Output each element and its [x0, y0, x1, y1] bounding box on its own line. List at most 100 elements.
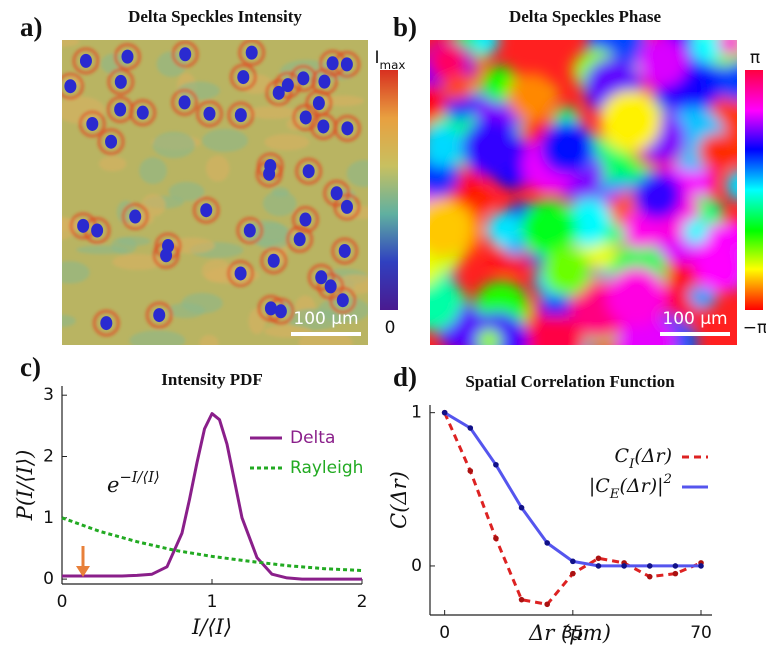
texture-blob: [262, 190, 297, 217]
speckle-dot: [341, 121, 354, 136]
x-tick-label: 1: [207, 592, 218, 612]
text-run: −π: [743, 318, 766, 338]
speckle-dot: [179, 47, 192, 62]
colorbar-label: 0: [385, 318, 396, 338]
texture-blob: [166, 303, 206, 319]
text-run: −I/⟨I⟩: [119, 469, 159, 486]
speckle-dot: [121, 49, 134, 64]
speckle-dot: [129, 209, 142, 224]
y-axis-label: P(I/⟨I⟩): [13, 450, 37, 522]
speckle-ring: [62, 72, 84, 100]
colorbar-label: π: [750, 48, 760, 68]
series-line: [62, 412, 362, 581]
text-run: Delta Speckles Intensity: [128, 7, 302, 26]
point: [570, 558, 576, 565]
text-run: π: [750, 48, 760, 68]
speckle-dot: [234, 266, 247, 281]
text-run: c): [20, 352, 41, 382]
speckle-ring: [97, 128, 125, 156]
speckle-ring: [238, 40, 266, 67]
colorbar-label: Imax: [375, 48, 406, 72]
speckle-ring: [171, 88, 199, 116]
text-run: Delta: [290, 428, 335, 448]
colorbar: [745, 70, 763, 310]
speckle-dot: [267, 253, 280, 268]
speckle-ring: [195, 100, 223, 128]
text-run: 1: [43, 508, 54, 528]
text-run: 0: [439, 623, 450, 643]
text-run: e: [107, 473, 119, 497]
text-run: (Δr): [634, 445, 672, 467]
speckle-dot: [324, 279, 337, 294]
point: [493, 535, 499, 542]
text-run: 1: [207, 592, 218, 612]
text-run: 2: [663, 472, 672, 487]
text-run: I: [628, 457, 635, 472]
speckle-dot: [336, 293, 349, 308]
speckle-dot: [272, 85, 285, 100]
phase-blob: [633, 171, 682, 220]
text-run: a): [20, 12, 43, 42]
speckle-dot: [178, 95, 191, 110]
speckle-ring: [260, 247, 288, 275]
text-run: 100 µm: [293, 309, 358, 329]
scalebar-label: 100 µm: [662, 309, 727, 329]
phase-blob: [541, 247, 591, 297]
speckle-ring: [307, 263, 335, 291]
colorbar-label: −π: [743, 318, 766, 338]
texture-blob: [139, 157, 167, 185]
texture-blob: [112, 253, 164, 270]
speckle-dot: [264, 158, 277, 173]
speckle-ring: [265, 79, 293, 107]
phase-blob: [718, 40, 737, 56]
point: [672, 570, 679, 577]
speckle-dot: [114, 102, 127, 117]
point: [595, 563, 602, 569]
point: [672, 563, 679, 569]
texture-blob: [322, 95, 364, 107]
phase-blob: [472, 40, 500, 54]
chart-title: Delta Speckles Phase: [509, 7, 662, 26]
text-run: 2: [43, 446, 54, 466]
phase-blob: [695, 243, 737, 293]
speckle-dot: [114, 74, 127, 89]
phase-blob: [476, 328, 502, 345]
texture-blob: [264, 133, 310, 151]
texture-blob: [98, 156, 127, 172]
point: [646, 573, 653, 580]
point: [467, 468, 474, 474]
texture: [62, 40, 368, 345]
text-run: b): [393, 12, 417, 42]
texture-blob: [205, 155, 230, 182]
texture-blob: [62, 40, 80, 47]
point: [544, 540, 550, 546]
panel-label: a): [20, 12, 43, 42]
speckle-dot: [100, 316, 113, 331]
phase-blob: [430, 126, 463, 167]
arrow-head: [76, 566, 90, 577]
phase-blob: [528, 315, 585, 345]
speckle-image: [62, 40, 368, 345]
speckle-dot: [302, 164, 315, 179]
x-tick-label: 0: [439, 623, 450, 643]
x-axis-label: Δr (µm): [528, 621, 611, 645]
phase-blob: [520, 200, 578, 258]
speckle-ring: [236, 217, 264, 245]
speckle-dot: [312, 96, 325, 111]
y-tick-label: 1: [411, 403, 422, 423]
texture-blob: [129, 330, 186, 345]
chart-title: Intensity PDF: [161, 370, 263, 389]
speckle-ring: [113, 43, 141, 71]
speckle-ring: [286, 225, 314, 253]
text-run: Intensity PDF: [161, 370, 263, 389]
text-run: E: [609, 487, 620, 502]
speckle-dot: [293, 232, 306, 247]
speckle-dot: [326, 56, 339, 71]
speckle-ring: [229, 63, 257, 91]
speckle-dot: [153, 308, 166, 323]
speckle-ring: [129, 99, 157, 127]
phase-blob: [461, 118, 521, 178]
speckle-dot: [281, 78, 294, 93]
text-run: I: [375, 48, 380, 68]
phase-blob: [604, 223, 626, 246]
